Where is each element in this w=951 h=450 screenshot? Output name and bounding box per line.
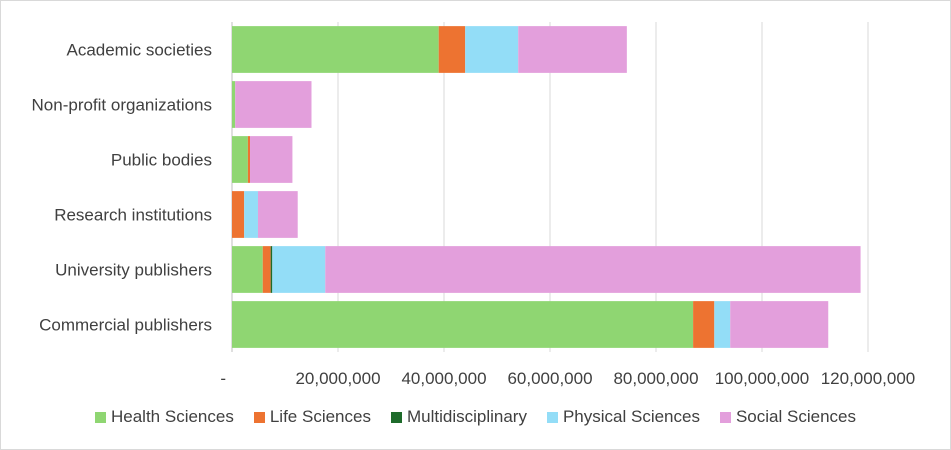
bar-commercial-publishers-health-sciences — [232, 301, 694, 348]
bar-university-publishers-life-sciences — [262, 246, 271, 293]
x-tick-label: - — [220, 369, 226, 388]
bar-research-institutions-life-sciences — [232, 191, 245, 238]
legend-label: Life Sciences — [269, 407, 371, 426]
category-label: Academic societies — [66, 41, 212, 60]
legend-item-health-sciences: Health Sciences — [95, 407, 234, 427]
legend-label: Health Sciences — [111, 407, 234, 426]
bars — [232, 26, 861, 348]
bar-non-profit-organizations-health-sciences — [232, 81, 236, 128]
legend-swatch — [546, 411, 558, 423]
bar-research-institutions-physical-sciences — [244, 191, 258, 238]
category-label: Public bodies — [111, 151, 212, 170]
legend-item-life-sciences: Life Sciences — [253, 407, 371, 427]
category-label: University publishers — [55, 261, 212, 280]
legend-label: Physical Sciences — [562, 407, 700, 426]
legend: Health Sciences Life Sciences Multidiscipl… — [0, 407, 951, 427]
x-tick-label: 20,000,000 — [295, 369, 380, 388]
x-tick-label: 80,000,000 — [613, 369, 698, 388]
bar-university-publishers-social-sciences — [325, 246, 861, 293]
bar-commercial-publishers-life-sciences — [693, 301, 715, 348]
bar-academic-societies-physical-sciences — [465, 26, 519, 73]
bar-public-bodies-life-sciences — [247, 136, 251, 183]
category-label: Commercial publishers — [39, 316, 212, 335]
bar-academic-societies-health-sciences — [232, 26, 439, 73]
bar-university-publishers-multidisciplinary — [270, 246, 273, 293]
legend-label: Social Sciences — [735, 407, 856, 426]
bar-university-publishers-physical-sciences — [272, 246, 326, 293]
legend-swatch — [390, 411, 402, 423]
legend-swatch — [719, 411, 731, 423]
x-tick-label: 100,000,000 — [715, 369, 810, 388]
bar-academic-societies-social-sciences — [518, 26, 627, 73]
legend-swatch — [95, 411, 106, 423]
bar-university-publishers-health-sciences — [232, 246, 263, 293]
x-tick-label: 40,000,000 — [401, 369, 486, 388]
legend-item-physical-sciences: Physical Sciences — [546, 407, 700, 427]
category-label: Research institutions — [54, 206, 212, 225]
bar-academic-societies-life-sciences — [438, 26, 466, 73]
gridlines — [231, 22, 869, 352]
bar-public-bodies-health-sciences — [232, 136, 248, 183]
bar-commercial-publishers-social-sciences — [730, 301, 829, 348]
bar-non-profit-organizations-social-sciences — [235, 81, 312, 128]
legend-label: Multidisciplinary — [406, 407, 527, 426]
x-tick-label: 120,000,000 — [821, 369, 916, 388]
bar-commercial-publishers-physical-sciences — [714, 301, 731, 348]
category-labels: Commercial publishers University publishe… — [32, 41, 212, 335]
category-label: Non-profit organizations — [32, 96, 212, 115]
bar-research-institutions-social-sciences — [257, 191, 298, 238]
bar-public-bodies-social-sciences — [250, 136, 293, 183]
x-tick-label: 60,000,000 — [507, 369, 592, 388]
legend-swatch — [253, 411, 265, 423]
x-tick-labels: - 20,000,000 40,000,000 60,000,000 80,000,00… — [220, 369, 915, 388]
legend-item-social-sciences: Social Sciences — [719, 407, 856, 427]
legend-item-multidisciplinary: Multidisciplinary — [390, 407, 527, 427]
